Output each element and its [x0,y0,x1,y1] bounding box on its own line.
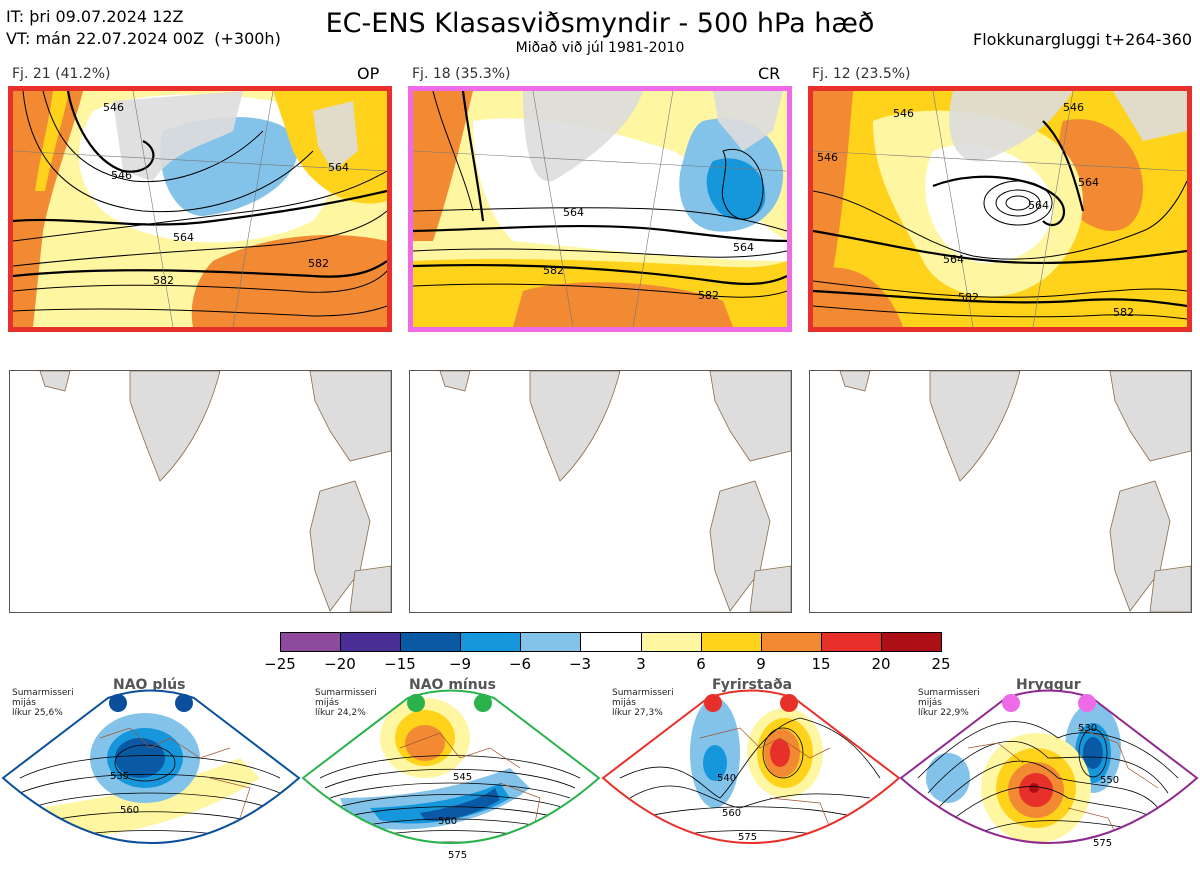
regime-4-contour-label: 530 [1078,723,1097,734]
cluster-1-label: Fj. 21 (41.2%) [12,66,111,82]
cluster-3-contour-label: 564 [943,253,964,266]
cluster-1-contour-label: 546 [111,169,132,182]
cluster-3-contour-label: 564 [1078,176,1099,189]
regime-3-desc: Sumarmisseri mijás líkur 27,3% [612,688,674,718]
regime-3-contour-label: 560 [722,808,741,819]
colorbar-swatch [401,633,462,651]
regime-4-contour-label: 550 [1100,775,1119,786]
colorbar-tick: 9 [756,655,766,673]
regime-map-4: 530 550 575 [899,689,1199,849]
colorbar-swatch [821,633,882,651]
colorbar-swatch [341,633,402,651]
page-title: EC-ENS Klasasviðsmyndir - 500 hPa hæð [325,8,875,39]
regime-map-1: 535 560 [1,689,301,844]
issue-time: IT: þri 09.07.2024 12Z [6,7,184,26]
regime-3-contour-label: 540 [717,773,736,784]
colorbar-tick: −9 [448,655,472,673]
empty-map-1 [9,370,392,613]
regime-2-name: NAO mínus [409,677,496,693]
regime-2-contour-label: 575 [448,850,467,861]
cluster-map-2[interactable]: 564 564 582 582 [408,86,792,332]
cluster-3-contour-label: 564 [1028,199,1049,212]
regime-map-2: 545 560 575 [301,689,601,861]
regime-4-contour-label: 575 [1093,838,1112,849]
regime-2-contour-label: 560 [438,816,457,827]
colorbar-tick: −6 [508,655,532,673]
cluster-1-tag: OP [357,64,380,83]
cluster-1-contour-label: 582 [153,274,174,287]
regime-1-contour-label: 560 [120,805,139,816]
colorbar-tick: 3 [636,655,646,673]
colorbar-swatch [461,633,522,651]
cluster-map-1[interactable]: 546 546 564 564 582 582 [8,86,392,332]
regime-1-desc: Sumarmisseri mijás líkur 25,6% [12,688,74,718]
cluster-map-3[interactable]: 546 546 564 564 564 582 582 546 [808,86,1192,332]
colorbar-tick: −15 [384,655,416,673]
colorbar-tick: 6 [696,655,706,673]
cluster-3-contour-label: 582 [1113,306,1134,319]
empty-map-3 [809,370,1192,613]
empty-map-2 [409,370,792,613]
cluster-3-contour-label: 582 [958,291,979,304]
colorbar-tick: −3 [568,655,592,673]
regime-4-name: Hryggur [1016,677,1081,693]
cluster-3-label: Fj. 12 (23.5%) [812,66,911,82]
colorbar-tick: 15 [811,655,831,673]
regime-1-name: NAO plús [113,677,186,693]
cluster-2-contour-label: 564 [563,206,584,219]
page-subtitle: Miðað við júl 1981-2010 [515,40,685,56]
regime-1-contour-label: 535 [110,771,129,782]
header-times: IT: þri 09.07.2024 12Z VT: mán 22.07.2024… [6,6,281,50]
cluster-2-tag: CR [758,64,781,83]
colorbar-swatch [701,633,762,651]
regime-2-contour-label: 545 [453,772,472,783]
colorbar-tick: 20 [871,655,891,673]
cluster-3-contour-label: 546 [1063,101,1084,114]
cluster-2-contour-label: 582 [543,264,564,277]
cluster-1-contour-label: 546 [103,101,124,114]
colorbar-swatch [761,633,822,651]
cluster-2-label: Fj. 18 (35.3%) [412,66,511,82]
cluster-1-contour-label: 564 [173,231,194,244]
cluster-3-contour-label: 546 [893,107,914,120]
colorbar-tick: −20 [324,655,356,673]
colorbar-swatch [281,633,342,651]
window-label: Flokkunargluggi t+264-360 [973,30,1192,49]
regime-3-contour-label: 575 [738,832,757,843]
regime-3-name: Fyrirstaða [712,677,793,693]
cluster-1-contour-label: 564 [328,161,349,174]
colorbar-swatch [641,633,702,651]
valid-time: VT: mán 22.07.2024 00Z (+300h) [6,29,281,48]
regime-4-desc: Sumarmisseri mijás líkur 22,9% [918,688,980,718]
colorbar-swatch [881,633,942,651]
colorbar-swatch [521,633,582,651]
cluster-3-contour-label: 546 [817,151,838,164]
colorbar [280,632,942,652]
colorbar-tick: −25 [264,655,296,673]
regime-map-3: 540 560 575 [601,689,901,844]
colorbar-swatch [581,633,642,651]
cluster-1-contour-label: 582 [308,257,329,270]
cluster-2-contour-label: 582 [698,289,719,302]
colorbar-tick: 25 [931,655,951,673]
regime-2-desc: Sumarmisseri mijás líkur 24,2% [315,688,377,718]
cluster-2-contour-label: 564 [733,241,754,254]
